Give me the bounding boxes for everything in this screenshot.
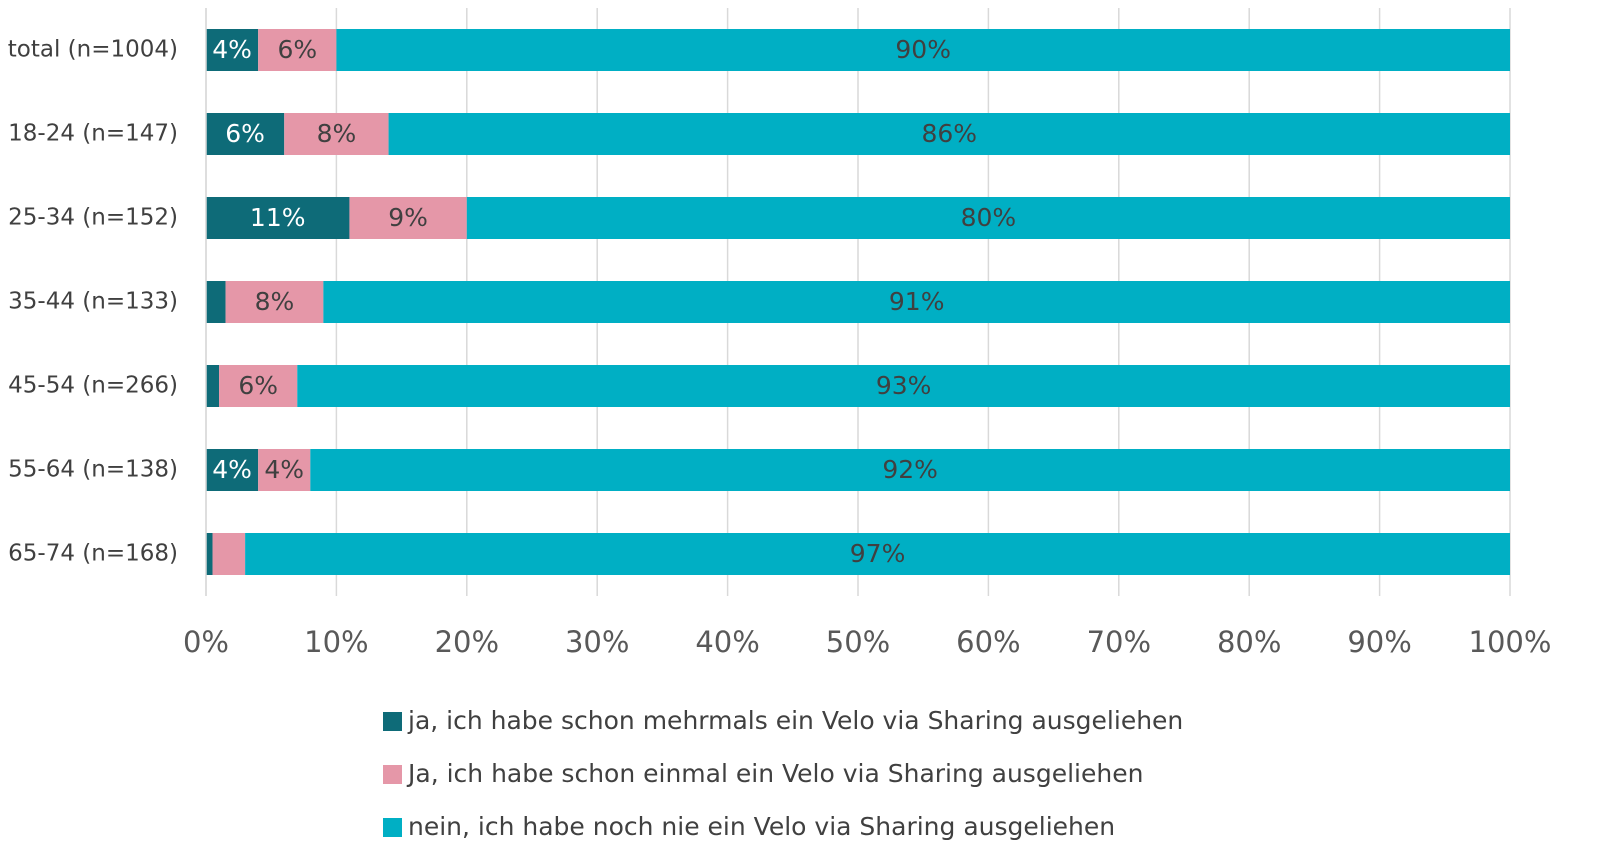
bar-segment [206, 365, 220, 407]
x-tick-label: 100% [1469, 625, 1552, 659]
bar-segment [388, 113, 1510, 155]
bar-segment [225, 281, 324, 323]
data-label: 11% [250, 203, 306, 232]
bar-segment [245, 533, 1510, 575]
x-tick-label: 20% [435, 625, 499, 659]
bar-segment [284, 113, 389, 155]
y-tick-label: 45-54 (n=266) [8, 373, 178, 399]
x-tick-label: 50% [826, 625, 890, 659]
bar-segment [206, 29, 259, 71]
data-label: 4% [212, 35, 252, 64]
bar-segment [219, 365, 298, 407]
bar-segment [206, 197, 350, 239]
data-label: 91% [889, 287, 945, 316]
data-label: 92% [882, 455, 938, 484]
y-tick-label: 65-74 (n=168) [8, 541, 178, 567]
y-tick-label: total (n=1004) [8, 37, 178, 63]
bar-segment [206, 449, 259, 491]
x-tick-label: 60% [956, 625, 1020, 659]
data-label: 93% [876, 371, 932, 400]
data-label: 90% [895, 35, 951, 64]
x-tick-label: 40% [695, 625, 759, 659]
data-label: 8% [317, 119, 357, 148]
data-label: 6% [225, 119, 265, 148]
x-tick-label: 90% [1347, 625, 1411, 659]
bar-segment [206, 113, 285, 155]
data-label: 97% [850, 539, 906, 568]
x-tick-label: 10% [304, 625, 368, 659]
legend-label: ja, ich habe schon mehrmals ein Velo via… [407, 706, 1183, 735]
bar-segment [206, 281, 226, 323]
data-label: 8% [255, 287, 295, 316]
bar-segment [206, 533, 213, 575]
x-tick-label: 70% [1087, 625, 1151, 659]
y-tick-label: 35-44 (n=133) [8, 289, 178, 315]
data-label: 6% [277, 35, 317, 64]
legend-swatch [383, 712, 402, 731]
y-tick-label: 18-24 (n=147) [8, 121, 178, 147]
bar-segment [297, 365, 1510, 407]
bar-segment [466, 197, 1510, 239]
data-label: 6% [238, 371, 278, 400]
legend-swatch [383, 818, 402, 837]
x-tick-label: 80% [1217, 625, 1281, 659]
data-label: 9% [388, 203, 428, 232]
bar-segment [258, 29, 337, 71]
data-label: 86% [921, 119, 977, 148]
bar-segment [310, 449, 1510, 491]
data-label: 80% [961, 203, 1017, 232]
data-label: 4% [264, 455, 304, 484]
x-tick-label: 0% [183, 625, 229, 659]
bar-segment [258, 449, 311, 491]
bar-segment [336, 29, 1510, 71]
bar-segment [349, 197, 467, 239]
y-tick-label: 55-64 (n=138) [8, 457, 178, 483]
x-tick-label: 30% [565, 625, 629, 659]
legend-label: nein, ich habe noch nie ein Velo via Sha… [408, 812, 1115, 841]
y-tick-label: 25-34 (n=152) [8, 205, 178, 231]
bar-segment [212, 533, 246, 575]
data-label: 4% [212, 455, 252, 484]
legend-label: Ja, ich habe schon einmal ein Velo via S… [406, 759, 1143, 788]
bar-segment [323, 281, 1510, 323]
legend-swatch [383, 765, 402, 784]
